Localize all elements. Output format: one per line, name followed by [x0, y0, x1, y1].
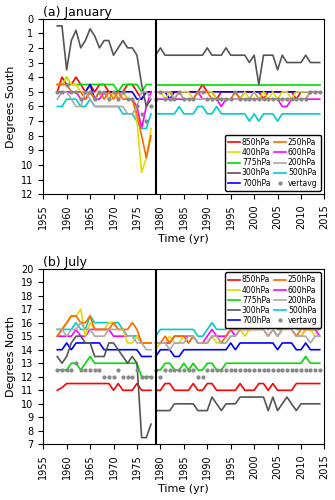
- X-axis label: Time (yr): Time (yr): [158, 234, 209, 244]
- Text: (a) January: (a) January: [43, 6, 112, 18]
- Legend: 850hPa, 400hPa, 775hPa, 300hPa, 700hPa, 250hPa, 600hPa, 200hPa, 500hPa, vertavg: 850hPa, 400hPa, 775hPa, 300hPa, 700hPa, …: [225, 135, 321, 190]
- Legend: 850hPa, 400hPa, 775hPa, 300hPa, 700hPa, 250hPa, 600hPa, 200hPa, 500hPa, vertavg: 850hPa, 400hPa, 775hPa, 300hPa, 700hPa, …: [225, 272, 321, 328]
- Y-axis label: Degrees South: Degrees South: [6, 66, 15, 148]
- X-axis label: Time (yr): Time (yr): [158, 484, 209, 494]
- Text: (b) July: (b) July: [43, 256, 87, 268]
- Y-axis label: Degrees North: Degrees North: [6, 316, 15, 397]
